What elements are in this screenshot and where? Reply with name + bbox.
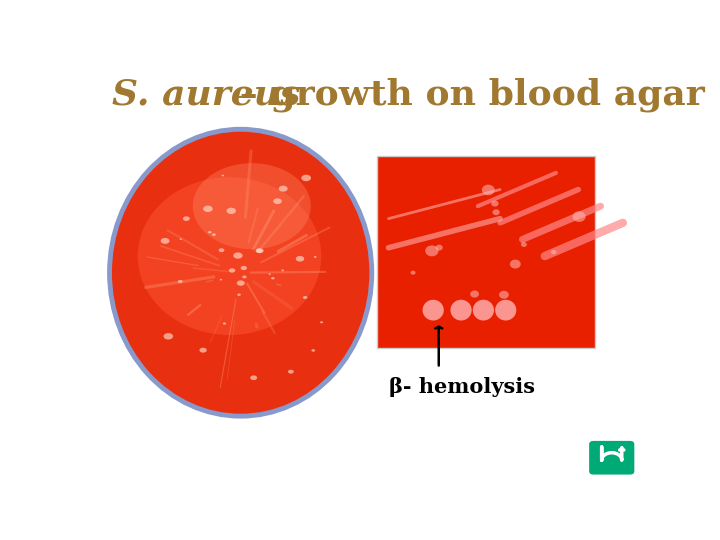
Ellipse shape xyxy=(499,291,509,299)
Ellipse shape xyxy=(282,269,284,271)
Ellipse shape xyxy=(193,163,311,249)
Ellipse shape xyxy=(237,280,245,286)
Ellipse shape xyxy=(510,260,521,268)
Ellipse shape xyxy=(423,300,444,321)
Ellipse shape xyxy=(229,268,235,273)
Ellipse shape xyxy=(250,375,257,380)
Ellipse shape xyxy=(222,174,224,177)
Ellipse shape xyxy=(436,245,443,251)
Ellipse shape xyxy=(521,242,527,247)
Ellipse shape xyxy=(183,217,190,221)
Ellipse shape xyxy=(495,300,516,321)
Ellipse shape xyxy=(311,349,315,352)
Ellipse shape xyxy=(279,186,288,192)
Ellipse shape xyxy=(269,273,271,275)
Ellipse shape xyxy=(138,177,321,335)
Ellipse shape xyxy=(288,370,294,374)
Ellipse shape xyxy=(473,300,494,321)
Ellipse shape xyxy=(492,210,500,215)
Ellipse shape xyxy=(179,238,182,240)
Text: S. aureus: S. aureus xyxy=(112,77,301,111)
Ellipse shape xyxy=(271,277,274,279)
Ellipse shape xyxy=(223,322,226,325)
Ellipse shape xyxy=(572,211,585,222)
Ellipse shape xyxy=(161,238,169,244)
Ellipse shape xyxy=(470,291,479,298)
Ellipse shape xyxy=(551,250,557,254)
Ellipse shape xyxy=(208,231,212,233)
Ellipse shape xyxy=(410,271,415,275)
Ellipse shape xyxy=(482,185,495,195)
Text: – growth on blood agar: – growth on blood agar xyxy=(227,77,704,112)
Ellipse shape xyxy=(237,293,241,296)
Ellipse shape xyxy=(178,280,183,283)
Ellipse shape xyxy=(274,198,282,204)
Ellipse shape xyxy=(296,256,305,261)
Ellipse shape xyxy=(314,256,317,258)
Ellipse shape xyxy=(303,296,307,299)
Ellipse shape xyxy=(242,275,246,279)
Ellipse shape xyxy=(491,200,498,207)
Ellipse shape xyxy=(219,248,225,252)
Ellipse shape xyxy=(212,233,216,236)
Ellipse shape xyxy=(256,248,264,253)
Ellipse shape xyxy=(220,279,222,280)
Ellipse shape xyxy=(227,208,236,214)
Ellipse shape xyxy=(451,300,472,321)
Bar xyxy=(377,156,595,348)
Text: β- hemolysis: β- hemolysis xyxy=(389,377,534,397)
Ellipse shape xyxy=(320,321,323,323)
Ellipse shape xyxy=(301,175,311,181)
Ellipse shape xyxy=(203,206,212,212)
Ellipse shape xyxy=(256,248,262,253)
Ellipse shape xyxy=(426,245,438,256)
Ellipse shape xyxy=(199,348,207,353)
Ellipse shape xyxy=(109,129,372,416)
Ellipse shape xyxy=(240,266,247,270)
Ellipse shape xyxy=(233,252,243,259)
Ellipse shape xyxy=(163,333,173,340)
FancyBboxPatch shape xyxy=(589,441,634,475)
